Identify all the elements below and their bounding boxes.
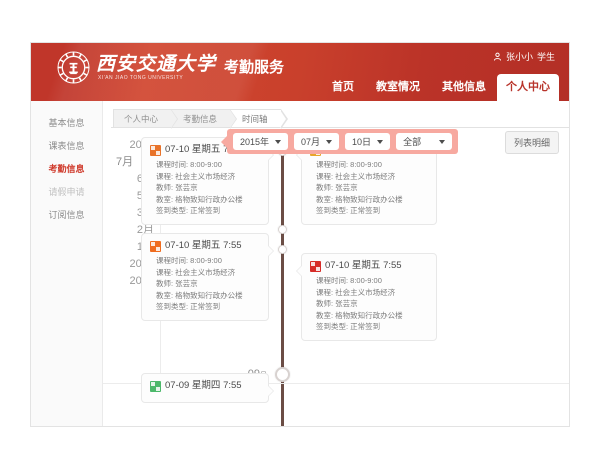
nav-item-personal-center[interactable]: 个人中心 — [497, 74, 559, 101]
card-row-teacher: 教师: 张芸京 — [156, 183, 198, 192]
breadcrumb: 个人中心 考勤信息 时间轴 — [113, 109, 569, 129]
card-row-classroom: 教室: 格物致知行政办公楼 — [316, 194, 403, 204]
day-select-value: 10日 — [352, 137, 372, 147]
timeline-card-header: 07-10 星期五 7:55 — [310, 260, 428, 272]
brand: 西安交通大学 XI'AN JIAO TONG UNIVERSITY 考勤服务 — [57, 51, 284, 84]
month-select-value: 07月 — [301, 137, 321, 147]
card-row-course: 课程: 社会主义市场经济 — [316, 171, 396, 181]
nav-item-other-info[interactable]: 其他信息 — [442, 81, 486, 93]
brand-name-cn: 西安交通大学 — [96, 52, 217, 75]
timeline-axis — [281, 129, 284, 426]
card-row-course-time: 课程时间: 8:00-9:00 — [316, 160, 382, 169]
card-row-course: 课程: 社会主义市场经济 — [316, 287, 396, 297]
timeline-card-title: 07-09 星期四 7:55 — [165, 380, 242, 391]
app-header: 西安交通大学 XI'AN JIAO TONG UNIVERSITY 考勤服务 张… — [31, 43, 569, 101]
timeline-card-rows: 课程时间: 8:00-9:00 课程: 社会主义市场经济 教师: 张芸京 教室:… — [150, 159, 260, 217]
app-body: 基本信息 课表信息 考勤信息 请假申请 订阅信息 个人中心 考勤信息 时间轴 2… — [31, 101, 569, 426]
timeline-card-header: 07-09 星期四 7:55 — [150, 380, 260, 392]
timeline-day-divider — [103, 383, 569, 384]
card-row-checkin-type: 签到类型: 正常签到 — [316, 206, 381, 215]
card-row-course: 课程: 社会主义市场经济 — [156, 267, 236, 277]
card-row-teacher: 教师: 张芸京 — [156, 279, 198, 288]
timeline-card[interactable]: 07-09 星期四 7:55 — [141, 373, 274, 403]
user-info[interactable]: 张小小 学生 — [493, 50, 555, 63]
user-role: 学生 — [536, 52, 555, 62]
scope-select[interactable]: 全部 — [396, 133, 453, 150]
card-row-checkin-type: 签到类型: 正常签到 — [316, 322, 381, 331]
timeline-card-rows: 课程时间: 8:00-9:00 课程: 社会主义市场经济 教师: 张芸京 教室:… — [150, 255, 260, 313]
timeline-node-entry-2[interactable] — [278, 225, 287, 234]
chevron-down-icon — [275, 139, 282, 144]
card-row-classroom: 教室: 格物致知行政办公楼 — [316, 310, 403, 320]
card-row-checkin-type: 签到类型: 正常签到 — [156, 206, 221, 215]
card-row-course-time: 课程时间: 8:00-9:00 — [316, 276, 382, 285]
month-select[interactable]: 07月 — [294, 133, 340, 150]
timeline-card[interactable]: 07-10 星期五 7:55 课程时间: 8:00-9:00 课程: 社会主义市… — [296, 253, 437, 341]
timeline-card-header: 07-10 星期五 7:55 — [150, 144, 260, 156]
content-area: 个人中心 考勤信息 时间轴 2015 7月 6月 5月 3月 2月 1月 201… — [103, 101, 569, 426]
user-icon — [493, 52, 502, 61]
sidebar-item-schedule-info[interactable]: 课表信息 — [48, 141, 85, 151]
sidebar-item-attendance-info[interactable]: 考勤信息 — [48, 164, 85, 174]
app-window: 西安交通大学 XI'AN JIAO TONG UNIVERSITY 考勤服务 张… — [30, 42, 570, 427]
attendance-icon — [150, 144, 161, 156]
breadcrumb-item-personal-center[interactable]: 个人中心 — [113, 109, 179, 129]
timeline-card-rows: 课程时间: 8:00-9:00 课程: 社会主义市场经济 教师: 张芸京 教室:… — [310, 159, 428, 217]
chevron-down-icon — [326, 139, 333, 144]
brand-text: 西安交通大学 XI'AN JIAO TONG UNIVERSITY — [90, 54, 216, 82]
brand-name-en: XI'AN JIAO TONG UNIVERSITY — [98, 74, 184, 81]
timeline-card-rows: 课程时间: 8:00-9:00 课程: 社会主义市场经济 教师: 张芸京 教室:… — [310, 275, 428, 333]
card-row-course-time: 课程时间: 8:00-9:00 — [156, 160, 222, 169]
card-row-teacher: 教师: 张芸京 — [316, 299, 358, 308]
card-row-course-time: 课程时间: 8:00-9:00 — [156, 256, 222, 265]
timeline-region: 2015 7月 6月 5月 3月 2月 1月 2014 2013 10号 — [103, 129, 569, 426]
timeline-node-entry-3[interactable] — [278, 245, 287, 254]
top-navigation: 首页 教室情况 其他信息 个人中心 — [321, 74, 559, 101]
timeline-card-title: 07-10 星期五 7:55 — [325, 260, 402, 271]
attendance-icon — [310, 260, 321, 272]
breadcrumb-divider — [111, 127, 569, 128]
attendance-icon — [150, 380, 161, 392]
timeline-card-title: 07-10 星期五 7:55 — [165, 240, 242, 251]
timeline-node-day-09[interactable] — [275, 367, 290, 382]
sidebar-item-leave-application[interactable]: 请假申请 — [48, 187, 85, 197]
list-detail-button[interactable]: 列表明细 — [504, 131, 559, 154]
year-select[interactable]: 2015年 — [233, 133, 289, 150]
brand-subtitle: 考勤服务 — [224, 59, 285, 76]
card-row-teacher: 教师: 张芸京 — [316, 183, 358, 192]
filter-bar: 2015年 07月 10日 全部 — [227, 129, 459, 154]
user-name: 张小小 — [505, 52, 533, 62]
breadcrumb-item-timeline[interactable]: 时间轴 — [230, 109, 288, 129]
sidebar-item-basic-info[interactable]: 基本信息 — [48, 118, 85, 128]
chevron-down-icon — [439, 139, 446, 144]
scope-select-value: 全部 — [403, 137, 422, 147]
attendance-icon — [150, 240, 161, 252]
year-select-value: 2015年 — [240, 137, 270, 147]
card-row-classroom: 教室: 格物致知行政办公楼 — [156, 290, 243, 300]
breadcrumb-item-attendance-info[interactable]: 考勤信息 — [171, 109, 238, 129]
card-row-classroom: 教室: 格物致知行政办公楼 — [156, 194, 243, 204]
nav-item-classroom[interactable]: 教室情况 — [376, 81, 420, 93]
card-row-course: 课程: 社会主义市场经济 — [156, 171, 236, 181]
timeline-card-title: 07-10 星期五 7:55 — [165, 144, 242, 155]
nav-item-home[interactable]: 首页 — [332, 81, 354, 93]
day-select[interactable]: 10日 — [345, 133, 391, 150]
university-logo-icon — [57, 51, 90, 84]
timeline-card-header: 07-10 星期五 7:55 — [150, 240, 260, 252]
card-row-checkin-type: 签到类型: 正常签到 — [156, 302, 221, 311]
sidebar: 基本信息 课表信息 考勤信息 请假申请 订阅信息 — [31, 101, 103, 426]
timeline-card[interactable]: 07-10 星期五 7:55 课程时间: 8:00-9:00 课程: 社会主义市… — [141, 137, 274, 225]
chevron-down-icon — [377, 139, 384, 144]
timeline-card[interactable]: 07-10 星期五 7:55 课程时间: 8:00-9:00 课程: 社会主义市… — [141, 233, 274, 321]
sidebar-item-subscription-info[interactable]: 订阅信息 — [48, 210, 85, 220]
